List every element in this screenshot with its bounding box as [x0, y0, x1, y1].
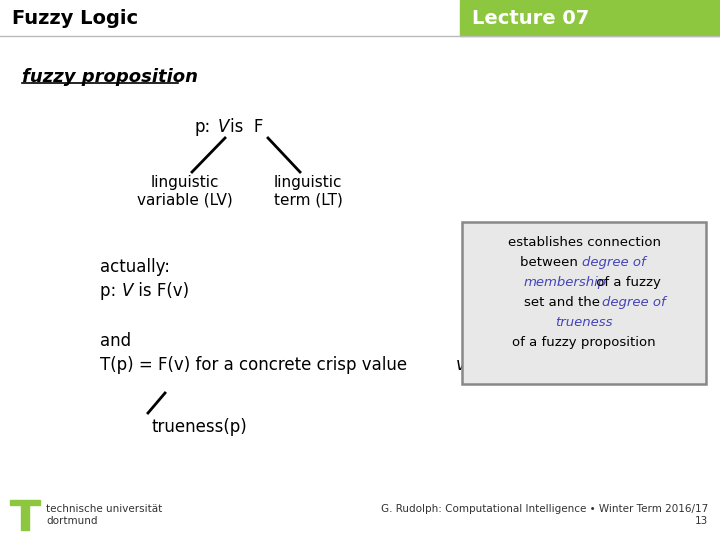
Text: V: V [122, 282, 133, 300]
FancyBboxPatch shape [462, 222, 706, 384]
Bar [0, 0, 460, 36]
Text: is F(v): is F(v) [133, 282, 189, 300]
Text: Lecture 07: Lecture 07 [472, 9, 589, 28]
Text: degree of: degree of [602, 296, 665, 309]
Text: degree of: degree of [582, 256, 646, 269]
Text: V: V [218, 118, 230, 136]
Text: actually:: actually: [100, 258, 170, 276]
Text: p:: p: [195, 118, 211, 136]
Text: G. Rudolph: Computational Intelligence • Winter Term 2016/17
13: G. Rudolph: Computational Intelligence •… [381, 504, 708, 525]
Text: Fuzzy Logic: Fuzzy Logic [12, 9, 138, 28]
Text: is  F: is F [230, 118, 264, 136]
Text: between: between [520, 256, 582, 269]
Text: fuzzy proposition: fuzzy proposition [22, 68, 198, 86]
Text: technische universität
dortmund: technische universität dortmund [46, 504, 162, 525]
Text: p:: p: [100, 282, 122, 300]
Text: set and the: set and the [524, 296, 604, 309]
Text: of a fuzzy proposition: of a fuzzy proposition [512, 336, 656, 349]
Text: of a fuzzy: of a fuzzy [592, 276, 661, 289]
Text: v: v [456, 356, 466, 374]
Bar [460, 0, 720, 36]
Bar [21, 505, 29, 530]
Text: and: and [100, 332, 131, 350]
Text: trueness: trueness [555, 316, 613, 329]
Text: establishes connection: establishes connection [508, 236, 660, 249]
Text: trueness(p): trueness(p) [152, 418, 248, 436]
Text: linguistic
variable (LV): linguistic variable (LV) [137, 175, 233, 207]
Text: membership: membership [524, 276, 607, 289]
Text: T(p) = F(v) for a concrete crisp value: T(p) = F(v) for a concrete crisp value [100, 356, 413, 374]
Text: linguistic
term (LT): linguistic term (LT) [274, 175, 343, 207]
Bar [10, 500, 40, 505]
